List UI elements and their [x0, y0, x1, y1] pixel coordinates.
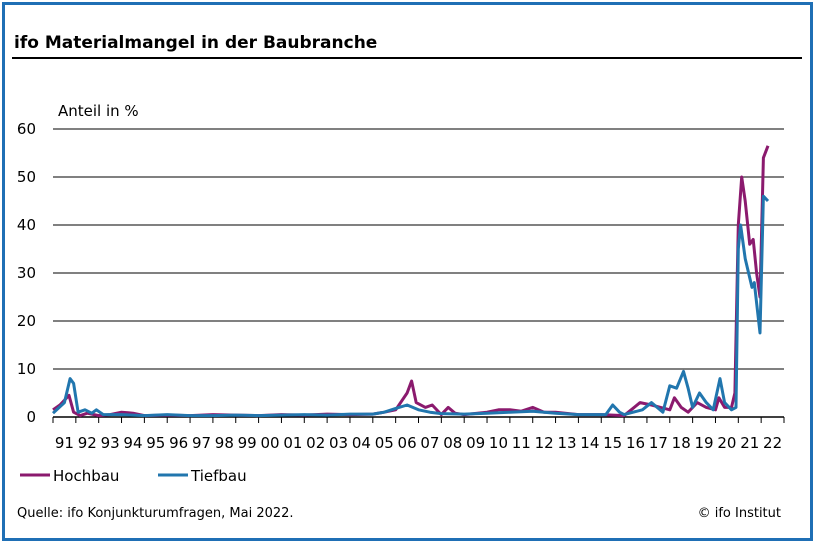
series-line-tiefbau — [51, 194, 770, 418]
x-tick-label: 16 — [626, 434, 645, 452]
x-tick-label: 12 — [535, 434, 554, 452]
copyright: © ifo Institut — [697, 506, 781, 521]
x-tick-label: 08 — [443, 434, 462, 452]
x-tick-label: 21 — [740, 434, 759, 452]
x-tick-label: 00 — [260, 434, 279, 452]
x-tick-label: 18 — [672, 434, 691, 452]
x-tick-label: 09 — [466, 434, 485, 452]
x-tick-label: 97 — [192, 434, 211, 452]
x-tick-label: 92 — [78, 434, 97, 452]
x-tick-label: 11 — [512, 434, 531, 452]
x-tick-label: 04 — [352, 434, 371, 452]
x-tick-label: 10 — [489, 434, 508, 452]
y-tick-label: 40 — [17, 216, 36, 234]
x-tick-label: 13 — [557, 434, 576, 452]
x-tick-label: 94 — [123, 434, 142, 452]
x-tick-label: 07 — [420, 434, 439, 452]
y-axis-label: Anteil in % — [58, 102, 139, 120]
x-tick-label: 19 — [695, 434, 714, 452]
title-divider — [12, 57, 802, 59]
x-tick-label: 02 — [306, 434, 325, 452]
y-tick-label: 50 — [17, 168, 36, 186]
x-tick-label: 20 — [717, 434, 736, 452]
x-tick-label: 06 — [398, 434, 417, 452]
x-tick-label: 14 — [580, 434, 599, 452]
x-tick-label: 15 — [603, 434, 622, 452]
x-tick-label: 95 — [146, 434, 165, 452]
x-tick-label: 17 — [649, 434, 668, 452]
x-tick-label: 05 — [375, 434, 394, 452]
y-tick-label: 20 — [17, 312, 36, 330]
source-note: Quelle: ifo Konjunkturumfragen, Mai 2022… — [17, 506, 294, 521]
series-line-hochbau — [52, 145, 770, 418]
x-tick-label: 91 — [55, 434, 74, 452]
y-tick-label: 30 — [17, 264, 36, 282]
y-tick-label: 10 — [17, 360, 36, 378]
chart-title: ifo Materialmangel in der Baubranche — [14, 33, 378, 53]
x-tick-label: 22 — [763, 434, 782, 452]
legend-label-hochbau: Hochbau — [53, 467, 119, 485]
legend-label-tiefbau: Tiefbau — [190, 467, 247, 485]
x-tick-label: 99 — [238, 434, 257, 452]
x-tick-label: 98 — [215, 434, 234, 452]
x-tick-label: 01 — [283, 434, 302, 452]
y-tick-label: 0 — [26, 408, 36, 426]
x-tick-label: 93 — [101, 434, 120, 452]
x-tick-label: 96 — [169, 434, 188, 452]
x-tick-label: 03 — [329, 434, 348, 452]
y-tick-label: 60 — [17, 120, 36, 138]
